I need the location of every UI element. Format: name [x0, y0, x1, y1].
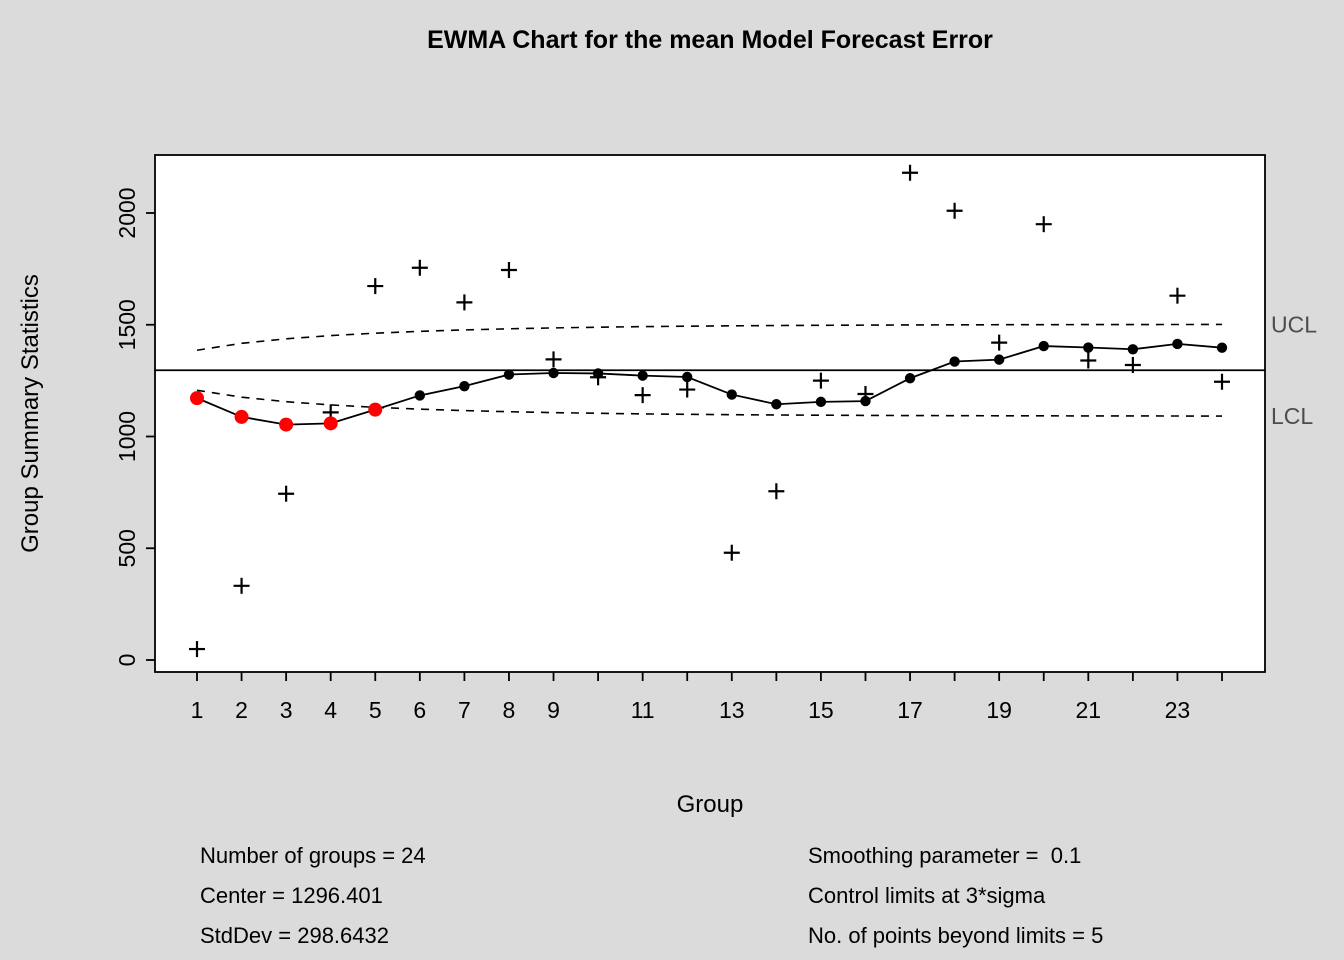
lcl-label: LCL [1271, 403, 1313, 429]
x-tick-label: 8 [503, 697, 516, 723]
ewma-point [860, 395, 871, 407]
ewma-point [726, 389, 737, 400]
plot-border [154, 154, 1266, 673]
stat-number-of-groups: Number of groups = 24 [200, 843, 426, 868]
ewma-point [1083, 342, 1094, 353]
ewma-point [414, 390, 426, 401]
y-tick-label: 1000 [114, 411, 140, 462]
x-tick-label: 1 [191, 697, 204, 723]
stat-smoothing: Smoothing parameter = 0.1 [808, 843, 1082, 868]
ewma-point [682, 371, 693, 383]
ucl-curve [196, 323, 1223, 352]
x-tick-label: 4 [324, 697, 337, 723]
ewma-point-beyond-limits [279, 417, 294, 432]
ewma-point [1127, 344, 1139, 355]
x-tick-label: 11 [631, 697, 655, 723]
ewma-point-beyond-limits [234, 409, 249, 424]
x-tick-label: 19 [986, 697, 1012, 723]
stat-points-beyond: No. of points beyond limits = 5 [808, 923, 1104, 948]
x-tick-label: 2 [235, 697, 248, 723]
x-tick-label: 15 [808, 697, 834, 723]
ewma-point-beyond-limits [323, 416, 338, 431]
x-tick-label: 3 [280, 697, 293, 723]
y-tick-label: 1500 [114, 299, 140, 350]
x-tick-label: 5 [369, 697, 382, 723]
ewma-point [949, 356, 960, 367]
x-tick-label: 7 [458, 697, 471, 723]
stat-center: Center = 1296.401 [200, 883, 383, 908]
ewma-point [459, 380, 470, 392]
ewma-point-beyond-limits [368, 402, 383, 417]
x-tick-label: 21 [1076, 697, 1102, 723]
x-tick-label: 23 [1165, 697, 1191, 723]
ewma-point [771, 399, 782, 410]
ucl-label: UCL [1271, 311, 1317, 337]
y-tick-label: 0 [114, 654, 140, 667]
ewma-point [1216, 342, 1228, 353]
y-axis-label: Group Summary Statistics [17, 274, 44, 553]
x-tick-label: 6 [413, 697, 426, 723]
plot-area [155, 155, 1265, 672]
ewma-point [904, 373, 916, 384]
ewma-point [503, 369, 515, 380]
y-tick-label: 500 [114, 529, 140, 567]
ewma-point [592, 368, 604, 379]
ewma-point-beyond-limits [190, 391, 204, 406]
ewma-point [637, 370, 648, 381]
x-tick-label: 17 [897, 697, 923, 723]
ewma-point [815, 396, 827, 408]
ewma-point [993, 354, 1005, 365]
ewma-point [1172, 338, 1183, 350]
x-tick-label: 13 [719, 697, 745, 723]
x-tick-label: 9 [547, 697, 560, 723]
ewma-point [548, 367, 559, 379]
stat-control-limits: Control limits at 3*sigma [808, 883, 1046, 908]
ewma-line [196, 342, 1223, 426]
ewma-point [1038, 340, 1049, 352]
lcl-curve [196, 389, 1223, 417]
chart-title: EWMA Chart for the mean Model Forecast E… [427, 26, 993, 54]
y-tick-label: 2000 [114, 187, 140, 238]
x-axis-label: Group [677, 791, 744, 818]
stat-stddev: StdDev = 298.6432 [200, 923, 389, 948]
